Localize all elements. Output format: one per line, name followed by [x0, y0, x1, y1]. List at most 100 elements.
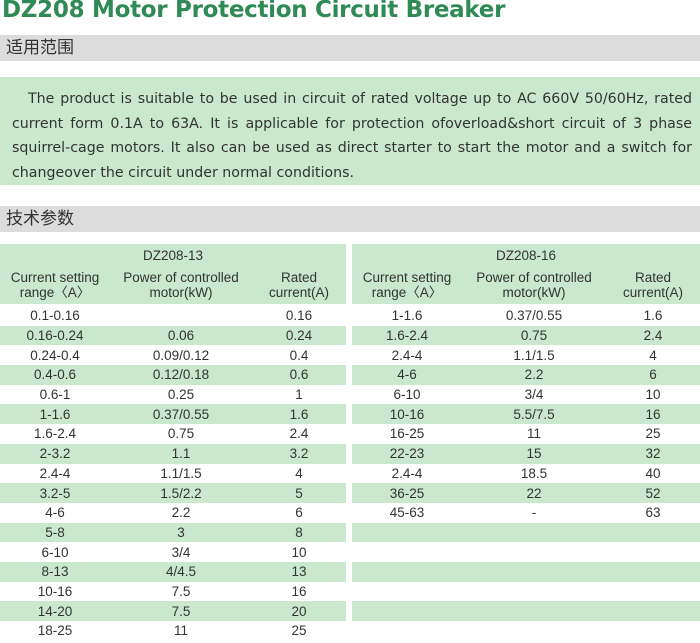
col-header-rated-current: Rated current(A)	[252, 266, 346, 304]
cell-rated-current: 63	[645, 505, 661, 521]
cell-current-range: 1-1.6	[0, 404, 110, 425]
cell-power: 2.2	[462, 365, 606, 385]
product-description: The product is suitable to be used in ci…	[0, 77, 700, 185]
cell-power: 7.5	[171, 583, 191, 599]
cell-rated-current: 1	[295, 387, 303, 403]
cell-power	[462, 522, 606, 543]
cell-current-range: 3.2-5	[0, 483, 110, 503]
cell-current-range: 0.6-1	[39, 387, 71, 403]
group-header-dz208-16: DZ208-16	[352, 244, 700, 266]
cell-current-range: 1-1.6	[391, 308, 423, 324]
cell-current-range: 6-10	[41, 544, 69, 560]
cell-rated-current	[606, 522, 700, 543]
cell-rated-current: 13	[252, 561, 346, 582]
spec-table: DZ208-13 DZ208-16 Current setting range〈A…	[0, 244, 700, 641]
cell-current-range: 5-8	[0, 522, 110, 543]
cell-power: 11	[526, 426, 541, 442]
cell-power	[462, 621, 606, 641]
cell-current-range: 4-6	[45, 505, 65, 521]
col-header-line: Rated	[280, 270, 318, 285]
cell-rated-current: 16	[291, 583, 307, 599]
col-header-power: Power of controlled motor(kW)	[110, 266, 252, 304]
cell-power: 2.2	[171, 505, 191, 521]
cell-rated-current: 0.6	[252, 365, 346, 385]
cell-current-range: 14-20	[0, 601, 110, 621]
col-header-line: Power of controlled	[476, 270, 592, 285]
cell-current-range	[352, 582, 462, 602]
table-row: 2-3.2 1.1 3.2 22-23 15 32	[0, 443, 700, 464]
cell-rated-current: 32	[606, 443, 700, 464]
cell-current-range: 10-16	[352, 404, 462, 425]
cell-current-range: 45-63	[389, 505, 425, 521]
table-row: 10-16 7.5 16	[0, 581, 700, 602]
cell-power: 0.37/0.55	[505, 308, 563, 324]
cell-rated-current	[606, 601, 700, 621]
cell-rated-current: 2.4	[606, 325, 700, 346]
cell-power	[462, 582, 606, 602]
cell-power: 0.09/0.12	[152, 347, 210, 363]
cell-rated-current: 10	[291, 544, 307, 560]
cell-rated-current: 0.24	[252, 325, 346, 346]
table-row: 1.6-2.4 0.75 2.4 16-25 11 25	[0, 424, 700, 444]
cell-power: 3	[110, 522, 252, 543]
col-header-line: Current setting	[362, 270, 452, 285]
cell-current-range: 22-23	[352, 443, 462, 464]
cell-rated-current	[606, 621, 700, 641]
cell-current-range: 6-10	[393, 387, 421, 403]
col-header-line: range〈A〉	[371, 285, 443, 300]
cell-rated-current: 2.4	[289, 426, 309, 442]
cell-current-range: 2.4-4	[391, 465, 423, 481]
cell-rated-current: 20	[252, 601, 346, 621]
cell-power: 1.5/2.2	[110, 483, 252, 503]
section-heading-scope: 适用范围	[0, 35, 700, 61]
table-row: 2.4-4 1.1/1.5 4 2.4-4 18.5 40	[0, 463, 700, 484]
cell-current-range	[352, 542, 462, 562]
cell-current-range: 1.6-2.4	[33, 426, 77, 442]
cell-rated-current: 3.2	[252, 443, 346, 464]
cell-rated-current: 4	[649, 347, 657, 363]
cell-power	[462, 542, 606, 562]
col-header-line: Rated	[634, 270, 672, 285]
cell-power: 1.1	[110, 443, 252, 464]
table-row: 0.6-1 0.25 1 6-10 3/4 10	[0, 384, 700, 405]
cell-power: 1.1/1.5	[160, 465, 202, 481]
cell-current-range: 2.4-4	[39, 465, 71, 481]
spec-table-wrap: DZ208-13 DZ208-16 Current setting range〈A…	[0, 244, 700, 641]
table-row: 1-1.6 0.37/0.55 1.6 10-16 5.5/7.5 16	[0, 404, 700, 425]
table-row: 6-10 3/4 10	[0, 542, 700, 562]
col-header-power: Power of controlled motor(kW)	[462, 266, 606, 304]
table-row: 14-20 7.5 20	[0, 601, 700, 621]
cell-power: 0.12/0.18	[110, 365, 252, 385]
cell-power: 22	[462, 483, 606, 503]
cell-current-range: 36-25	[352, 483, 462, 503]
table-row: 0.16-0.24 0.06 0.24 1.6-2.4 0.75 2.4	[0, 325, 700, 346]
cell-rated-current: 5	[252, 483, 346, 503]
cell-rated-current: 25	[645, 426, 661, 442]
col-header-line: motor(kW)	[502, 285, 566, 300]
cell-current-range: 16-25	[389, 426, 425, 442]
group-header-dz208-13: DZ208-13	[0, 244, 346, 266]
cell-power: 3/4	[171, 544, 191, 560]
cell-rated-current: 25	[291, 623, 307, 639]
cell-current-range	[352, 621, 462, 641]
cell-power: 0.37/0.55	[110, 404, 252, 425]
cell-power	[462, 601, 606, 621]
col-header-line: current(A)	[268, 285, 329, 300]
col-header-line: Current setting	[10, 270, 100, 285]
cell-rated-current: 8	[252, 522, 346, 543]
cell-rated-current: 1.6	[643, 308, 663, 324]
cell-current-range: 10-16	[37, 583, 73, 599]
spec-table-body: 0.1-0.16 0.16 1-1.6 0.37/0.55 1.6 0.16-0.24 0.…	[0, 306, 700, 641]
cell-power: 18.5	[520, 465, 548, 481]
cell-current-range	[352, 522, 462, 543]
cell-rated-current: 1.6	[252, 404, 346, 425]
cell-power: 5.5/7.5	[462, 404, 606, 425]
table-row: 8-13 4/4.5 13	[0, 561, 700, 582]
cell-rated-current: 0.4	[289, 347, 309, 363]
cell-power: 0.25	[167, 387, 195, 403]
table-row: 0.24-0.4 0.09/0.12 0.4 2.4-4 1.1/1.5 4	[0, 345, 700, 366]
col-header-current-range: Current setting range〈A〉	[352, 266, 462, 304]
cell-rated-current: 40	[645, 465, 661, 481]
col-header-line: range〈A〉	[19, 285, 91, 300]
cell-rated-current: 6	[606, 365, 700, 385]
